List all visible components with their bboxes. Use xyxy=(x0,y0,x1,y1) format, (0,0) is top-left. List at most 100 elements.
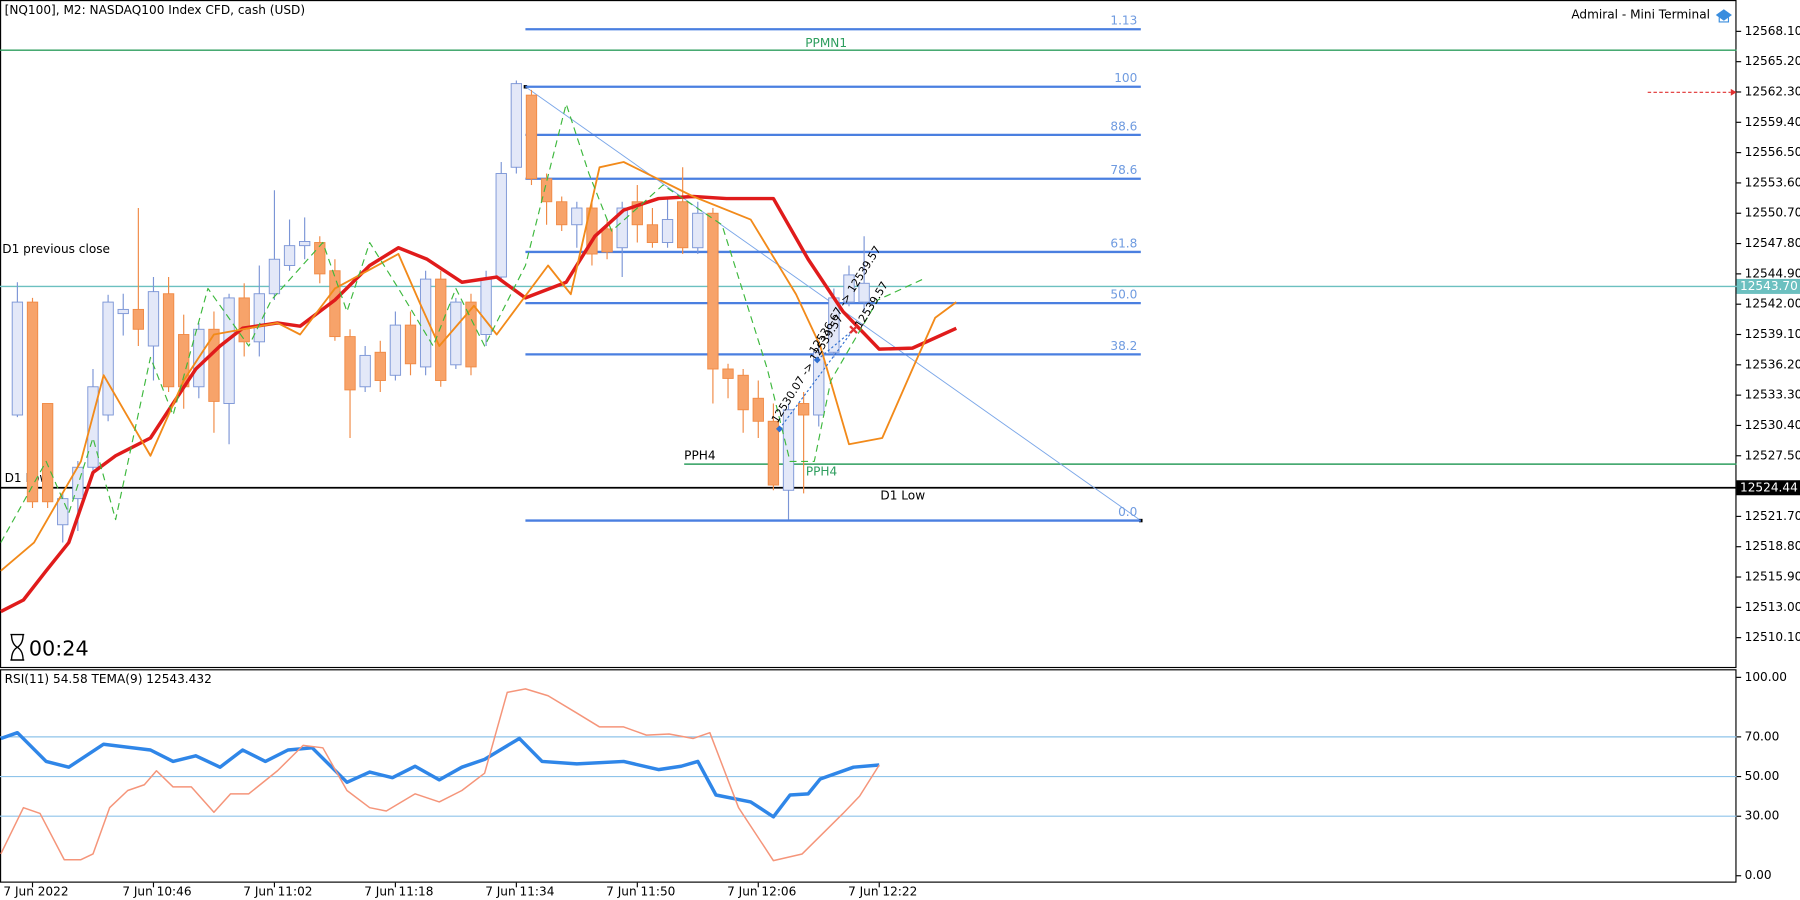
y-tick-label: 12559.40 xyxy=(1745,115,1800,129)
fib-level-label: 61.8 xyxy=(1110,236,1137,250)
candle-body xyxy=(782,409,795,491)
price-badge xyxy=(1736,480,1800,496)
candle-body xyxy=(525,94,538,180)
level-label: D1 previous close xyxy=(2,242,110,256)
y-tick-label: 100.00 xyxy=(1745,670,1787,684)
y-tick-label: 12544.90 xyxy=(1745,266,1800,280)
candle-body xyxy=(707,212,719,370)
candle-body xyxy=(510,83,523,168)
candle-body xyxy=(162,293,175,388)
y-tick-label: 12515.90 xyxy=(1745,570,1800,584)
candle-body xyxy=(646,224,659,243)
rsi-title: RSI(11) 54.58 TEMA(9) 12543.432 xyxy=(5,672,212,686)
trade-entry xyxy=(775,425,783,433)
trade-entry xyxy=(813,356,821,364)
level-label: PPH4 xyxy=(806,465,838,479)
y-tick-label: 12536.20 xyxy=(1745,357,1800,371)
price-badge-label: 12543.70 xyxy=(1740,279,1798,293)
x-tick-label: 7 Jun 12:06 xyxy=(727,884,796,898)
y-tick-label: 12547.80 xyxy=(1745,236,1800,250)
candle-body xyxy=(314,242,326,275)
fib-level-label: 50.0 xyxy=(1110,288,1137,302)
candle-body xyxy=(601,228,613,253)
candle-body xyxy=(404,324,417,365)
candle-body xyxy=(737,374,749,411)
candle-body xyxy=(435,278,447,381)
y-tick-label: 12533.30 xyxy=(1745,388,1800,402)
y-tick-label: 0.00 xyxy=(1745,868,1772,882)
trade-line xyxy=(778,329,854,430)
candle-body xyxy=(359,354,371,388)
chart-title: [NQ100], M2: NASDAQ100 Index CFD, cash (… xyxy=(5,3,306,17)
x-tick-label: 7 Jun 11:18 xyxy=(364,884,433,898)
y-tick-label: 30.00 xyxy=(1745,809,1780,823)
indicator-line xyxy=(0,161,957,572)
y-tick-label: 12550.70 xyxy=(1745,206,1800,220)
candle-body xyxy=(374,351,386,381)
candle-body xyxy=(571,207,583,226)
candle-body xyxy=(495,173,507,278)
y-tick-label: 12518.80 xyxy=(1745,539,1800,553)
candle-body xyxy=(677,201,689,249)
terminal-label: Admiral - Mini Terminal xyxy=(1571,8,1710,22)
hourglass-icon xyxy=(10,633,25,661)
y-tick-label: 12565.20 xyxy=(1745,54,1800,68)
y-tick-label: 12527.50 xyxy=(1745,448,1800,462)
candle-body xyxy=(858,282,870,303)
x-tick-label: 7 Jun 2022 xyxy=(3,884,68,898)
trade-line xyxy=(816,329,854,361)
y-tick-label: 50.00 xyxy=(1745,769,1780,783)
y-tick-label: 12562.30 xyxy=(1745,84,1800,98)
candle-body xyxy=(253,293,265,343)
candle-body xyxy=(586,207,598,255)
indicator-line xyxy=(0,103,924,543)
level-label: PPH4 xyxy=(684,449,716,463)
candle-body xyxy=(843,274,855,303)
candle-body xyxy=(450,301,462,366)
rsi-pane-frame xyxy=(0,669,1737,883)
x-tick-label: 7 Jun 11:34 xyxy=(485,884,555,898)
candle-body xyxy=(87,386,99,468)
candle-body xyxy=(419,278,432,368)
candle-body xyxy=(631,201,643,226)
trade-exit xyxy=(849,325,858,334)
fib-level-label: 0.0 xyxy=(1118,505,1137,519)
x-tick-label: 7 Jun 12:22 xyxy=(848,884,917,898)
y-tick-label: 12510.10 xyxy=(1745,630,1800,644)
candle-body xyxy=(344,336,356,391)
price-badge xyxy=(1736,278,1800,294)
y-tick-label: 12542.00 xyxy=(1745,297,1800,311)
y-tick-label: 12539.10 xyxy=(1745,327,1800,341)
candle-body xyxy=(797,403,810,416)
candle-body xyxy=(283,245,296,266)
candle-body xyxy=(616,207,628,249)
candle-body xyxy=(117,308,129,315)
fib-level-label: 1.13 xyxy=(1110,14,1137,28)
plot-layer: 12568.10 12565.20 12562.30 12559.40 12556.50… xyxy=(0,14,1800,898)
x-tick-label: 7 Jun 10:46 xyxy=(122,884,191,898)
y-tick-label: 12521.70 xyxy=(1745,509,1800,523)
candle-body xyxy=(223,297,235,404)
y-tick-label: 12530.40 xyxy=(1745,418,1800,432)
x-tick-label: 7 Jun 11:02 xyxy=(243,884,312,898)
candle-body xyxy=(238,297,250,343)
indicator-line xyxy=(0,688,880,862)
bid-pointer-head xyxy=(1730,88,1737,96)
main-pane-frame xyxy=(0,0,1737,669)
candle-body xyxy=(11,301,24,416)
y-tick-label: 70.00 xyxy=(1745,729,1780,743)
fib-level-label: 100 xyxy=(1114,71,1137,85)
candle-body xyxy=(57,498,69,526)
terminal-icon xyxy=(1715,9,1732,23)
candle-body xyxy=(389,324,402,376)
y-tick-label: 12556.50 xyxy=(1745,145,1800,159)
candle-body xyxy=(540,178,553,203)
candle-body xyxy=(147,291,160,347)
y-tick-label: 12553.60 xyxy=(1745,175,1800,189)
candle-body xyxy=(556,201,568,226)
level-label: D1 Low xyxy=(880,488,925,502)
candle-body xyxy=(722,368,734,379)
fib-level-label: 38.2 xyxy=(1110,339,1137,353)
x-tick-label: 7 Jun 11:50 xyxy=(606,884,675,898)
